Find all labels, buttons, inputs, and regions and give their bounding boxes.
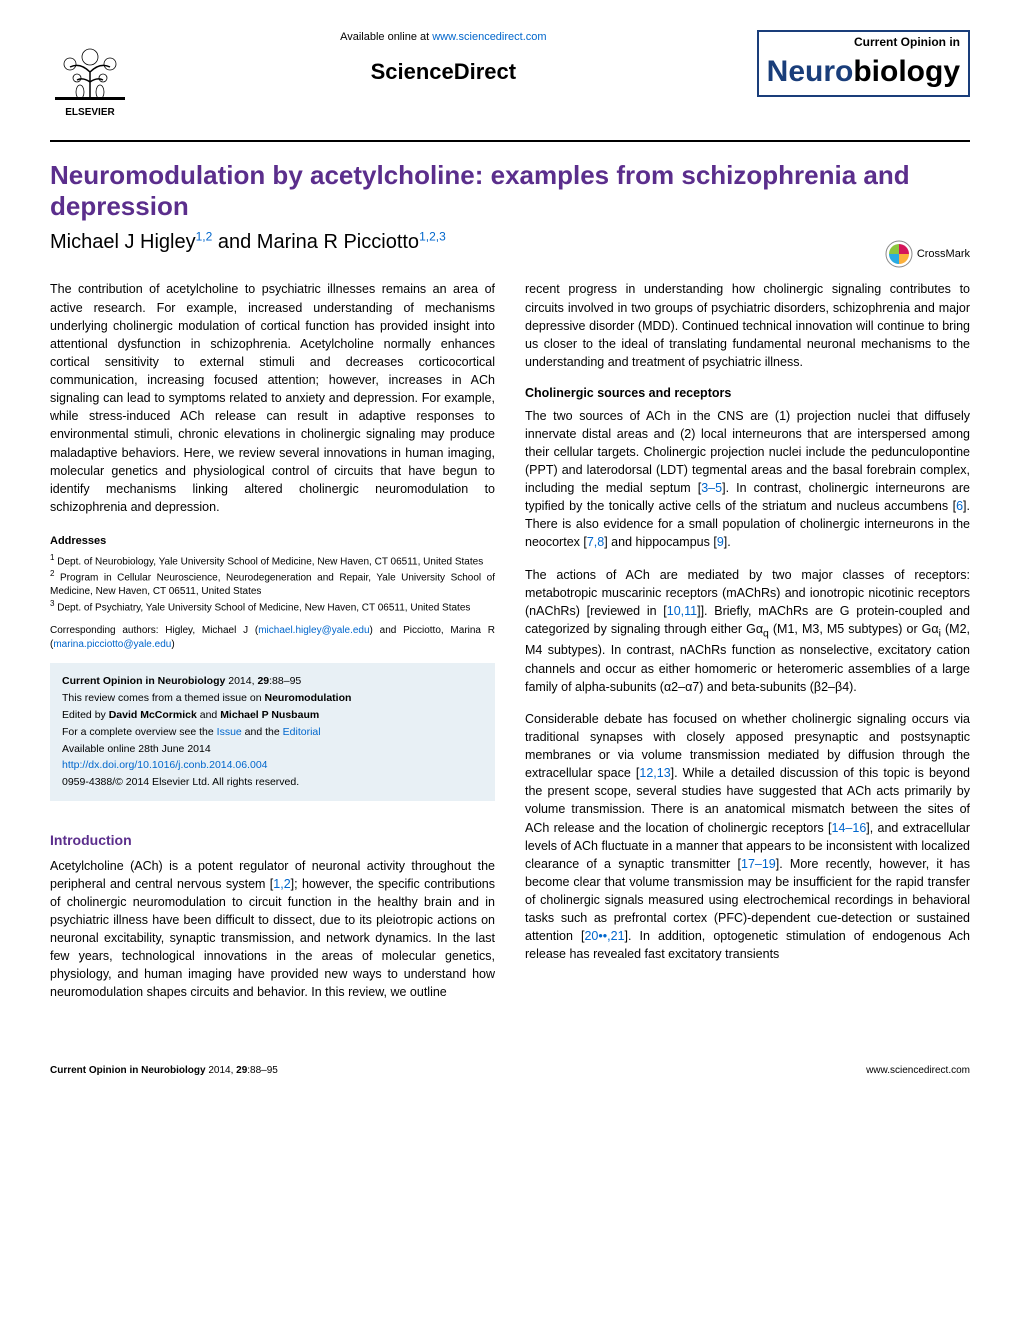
- copyright: 0959-4388/© 2014 Elsevier Ltd. All right…: [62, 774, 483, 791]
- right-column: recent progress in understanding how cho…: [525, 280, 970, 1015]
- issue-link[interactable]: Issue: [217, 726, 242, 738]
- editorial-link[interactable]: Editorial: [283, 726, 321, 738]
- ref-1-2[interactable]: 1,2: [273, 877, 290, 891]
- ref-17-19[interactable]: 17–19: [741, 857, 776, 871]
- col2-p1: recent progress in understanding how cho…: [525, 280, 970, 371]
- sub1-p3: Considerable debate has focused on wheth…: [525, 710, 970, 964]
- ref-7-8[interactable]: 7,8: [587, 535, 604, 549]
- ref-3-5[interactable]: 3–5: [701, 481, 722, 495]
- doi-link[interactable]: http://dx.doi.org/10.1016/j.conb.2014.06…: [62, 757, 483, 774]
- crossmark-badge[interactable]: CrossMark: [885, 240, 970, 268]
- abstract: The contribution of acetylcholine to psy…: [50, 280, 495, 516]
- editor-1: David McCormick: [109, 709, 197, 721]
- citation-journal: Current Opinion in Neurobiology: [62, 675, 225, 687]
- footer-left: Current Opinion in Neurobiology 2014, 29…: [50, 1064, 278, 1078]
- addresses: 1 Dept. of Neurobiology, Yale University…: [50, 553, 495, 614]
- address-3: Dept. of Psychiatry, Yale University Sch…: [57, 602, 470, 613]
- elsevier-label: ELSEVIER: [65, 106, 114, 120]
- email-higley[interactable]: michael.higley@yale.edu: [258, 625, 369, 636]
- ref-6[interactable]: 6: [956, 499, 963, 513]
- editor-2: Michael P Nusbaum: [220, 709, 319, 721]
- sub1-p2: The actions of ACh are mediated by two m…: [525, 566, 970, 696]
- elsevier-logo: ELSEVIER: [50, 30, 130, 120]
- journal-name-pre: Neuro: [767, 55, 854, 88]
- info-box: Current Opinion in Neurobiology 2014, 29…: [50, 663, 495, 801]
- article-title: Neuromodulation by acetylcholine: exampl…: [50, 160, 970, 222]
- authors: Michael J Higley1,2 and Marina R Picciot…: [50, 228, 970, 256]
- introduction-heading: Introduction: [50, 831, 495, 851]
- corresponding-authors: Corresponding authors: Higley, Michael J…: [50, 624, 495, 651]
- sub1-p1: The two sources of ACh in the CNS are (1…: [525, 407, 970, 552]
- page-footer: Current Opinion in Neurobiology 2014, 29…: [50, 1056, 970, 1078]
- intro-paragraph: Acetylcholine (ACh) is a potent regulato…: [50, 857, 495, 1002]
- journal-label: Current Opinion in: [767, 34, 960, 51]
- page-header: ELSEVIER Available online at www.science…: [50, 30, 970, 120]
- cholinergic-heading: Cholinergic sources and receptors: [525, 385, 970, 403]
- crossmark-label: CrossMark: [917, 247, 970, 262]
- crossmark-icon: [885, 240, 913, 268]
- sciencedirect-link[interactable]: www.sciencedirect.com: [432, 31, 546, 43]
- header-center: Available online at www.sciencedirect.co…: [130, 30, 757, 88]
- journal-logo: Current Opinion in Neurobiology: [757, 30, 970, 97]
- address-1: Dept. of Neurobiology, Yale University S…: [57, 557, 483, 568]
- sciencedirect-heading: ScienceDirect: [130, 57, 757, 88]
- ref-20-21[interactable]: 20••,21: [584, 929, 624, 943]
- email-picciotto[interactable]: marina.picciotto@yale.edu: [53, 639, 171, 650]
- header-divider: [50, 140, 970, 142]
- left-column: The contribution of acetylcholine to psy…: [50, 280, 495, 1015]
- available-date: Available online 28th June 2014: [62, 741, 483, 758]
- available-online-text: Available online at www.sciencedirect.co…: [130, 30, 757, 45]
- ref-10-11[interactable]: 10,11: [667, 604, 697, 618]
- ref-12-13[interactable]: 12,13: [639, 766, 670, 780]
- ref-9[interactable]: 9: [717, 535, 724, 549]
- elsevier-tree-icon: [55, 42, 125, 102]
- journal-name-post: biology: [853, 55, 960, 88]
- addresses-heading: Addresses: [50, 534, 495, 549]
- address-2: Program in Cellular Neuroscience, Neurod…: [50, 573, 495, 598]
- footer-right: www.sciencedirect.com: [866, 1064, 970, 1078]
- themed-topic: Neuromodulation: [265, 692, 352, 704]
- ref-14-16[interactable]: 14–16: [832, 821, 867, 835]
- main-content: The contribution of acetylcholine to psy…: [50, 280, 970, 1015]
